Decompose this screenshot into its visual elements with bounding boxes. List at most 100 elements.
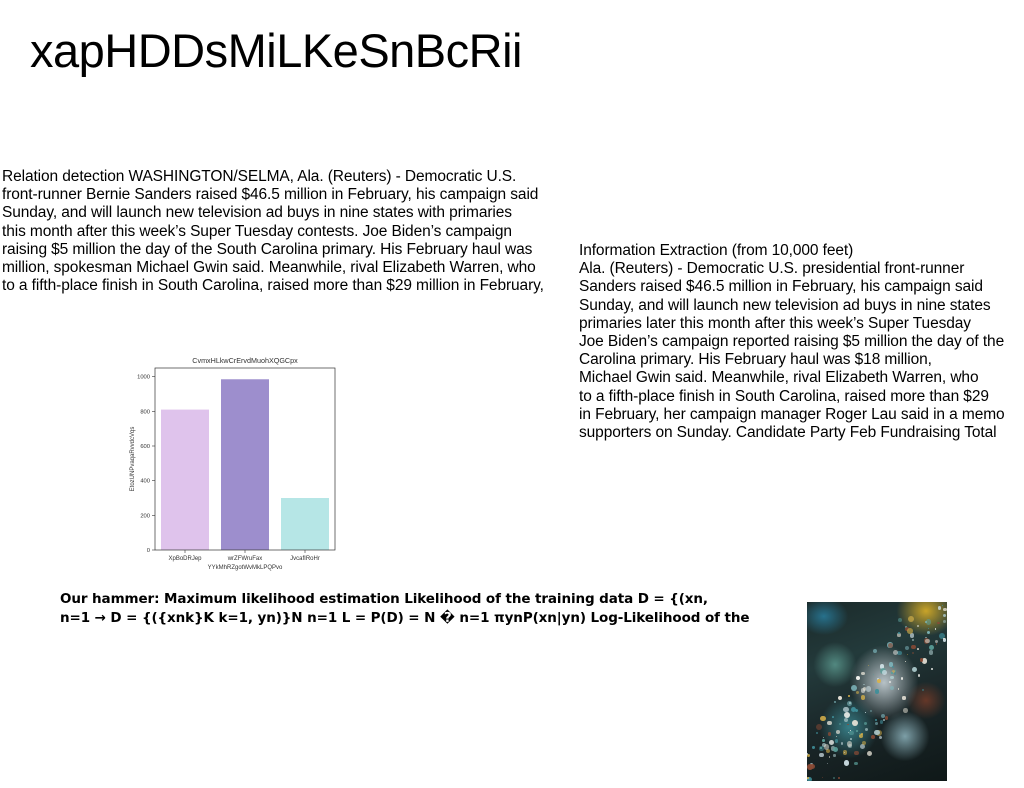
fractal-speck [827, 720, 832, 726]
fractal-speck [864, 722, 868, 726]
fractal-speck [821, 742, 826, 747]
right-text-line: Sunday, and will launch new television a… [579, 296, 991, 314]
bar-chart: CvmxHLkwCrErvdMuohXQGCpx XpBoDRJep wrZFWru… [125, 353, 345, 575]
fractal-speck [868, 664, 870, 666]
fractal-speck [832, 746, 838, 752]
fractal-speck [810, 764, 816, 770]
fractal-speck [861, 740, 866, 745]
fractal-speck [943, 637, 945, 640]
fractal-speck [840, 742, 844, 745]
fractal-speck [925, 636, 928, 639]
left-text-block: Relation detection WASHINGTON/SELMA, Ala… [2, 168, 544, 295]
fractal-speck [856, 676, 860, 680]
fractal-speck [937, 621, 941, 625]
fractal-speck [891, 672, 893, 674]
bold-text-line: Our hammer: Maximum likelihood estimatio… [60, 591, 708, 607]
fractal-speck [815, 732, 819, 735]
fractal-speck [822, 738, 826, 742]
fractal-speck [842, 750, 848, 755]
fractal-speck [843, 712, 850, 719]
fractal-speck [861, 672, 865, 676]
fractal-speck [905, 626, 910, 632]
fractal-speck [905, 646, 910, 651]
left-text-line: raising $5 million the day of the South … [2, 240, 533, 258]
fractal-speck [911, 652, 914, 655]
fractal-speck [834, 701, 836, 703]
page-title: xapHDDsMiLKeSnBcRii [30, 24, 523, 77]
fractal-speck [846, 723, 849, 726]
right-text-line: Ala. (Reuters) - Democratic U.S. preside… [579, 260, 965, 278]
fractal-speck [820, 747, 822, 749]
fractal-speck [897, 618, 902, 623]
fractal-speck [888, 642, 894, 648]
fractal-speck [860, 694, 866, 700]
fractal-speck [820, 715, 826, 722]
fractal-speck [865, 712, 867, 714]
fractal-speck [843, 751, 846, 754]
left-text-line: Sunday, and will launch new television a… [2, 204, 512, 222]
fractal-speck [943, 620, 946, 623]
y-axis-label: EtozUNPvaqaRvvdcVqs [130, 427, 136, 492]
fractal-speck [833, 754, 836, 757]
fractal-speck [864, 727, 868, 732]
fractal-speck [807, 777, 809, 779]
fractal-speck [829, 740, 835, 746]
fractal-speck [890, 675, 894, 679]
left-text-line: front-runner Bernie Sanders raised $46.5… [2, 186, 539, 204]
fractal-speck [884, 716, 889, 720]
fractal-speck [859, 734, 864, 739]
fractal-speck [849, 730, 854, 735]
fractal-speck [892, 649, 898, 655]
right-text-line: Sanders raised $46.5 million in February… [579, 278, 983, 296]
x-tick-label: XpBoDRJep [168, 556, 202, 562]
fractal-speck [837, 777, 840, 779]
fractal-speck [815, 724, 822, 731]
fractal-speck [883, 719, 885, 721]
fractal-speck [917, 674, 920, 677]
fractal-speck [860, 744, 866, 750]
fractal-speck [897, 633, 901, 637]
x-axis-label: YYkMhRZgotWvMkLPQPvo [208, 565, 283, 571]
left-text-line: to a fifth-place finish in South Carolin… [2, 277, 544, 295]
fractal-speck [847, 732, 849, 734]
fractal-speck [882, 670, 888, 676]
fractal-speck [855, 691, 859, 695]
fractal-speck [929, 645, 935, 651]
fractal-speck [904, 660, 906, 662]
left-text-line: this month after this week’s Super Tuesd… [2, 222, 512, 240]
fractal-speck [838, 722, 842, 726]
bold-text-block: Our hammer: Maximum likelihood estimatio… [60, 590, 750, 627]
fractal-speck [879, 720, 884, 725]
fractal-speck [937, 606, 942, 610]
y-tick-label: 200 [140, 513, 150, 519]
chart-title: CvmxHLkwCrErvdMuohXQGCpx [192, 356, 298, 365]
fractal-image [807, 602, 947, 781]
fractal-speck [834, 739, 839, 743]
y-tick-label: 600 [140, 444, 150, 450]
fractal-speck [926, 631, 931, 635]
fractal-speck [828, 732, 832, 736]
y-tick-label: 400 [140, 479, 150, 485]
fractal-speck [851, 707, 857, 713]
fractal-speck [854, 708, 858, 712]
fractal-speck [916, 648, 919, 651]
fractal-speck [821, 777, 824, 779]
fractal-speck [832, 716, 835, 718]
fractal-speck [812, 746, 815, 749]
fractal-speck [863, 684, 865, 686]
right-text-line: Michael Gwin said. Meanwhile, rival Eliz… [579, 369, 979, 387]
fractal-speck [856, 730, 858, 732]
fractal-speck [912, 639, 914, 641]
fractal-speck [874, 688, 880, 694]
right-text-line: to a fifth-place finish in South Carolin… [579, 387, 989, 405]
fractal-speck [818, 752, 824, 758]
fractal-speck [924, 638, 930, 644]
fractal-speck [835, 735, 838, 738]
fractal-speck [927, 627, 930, 630]
fractal-speck [897, 650, 902, 656]
fractal-speck [880, 713, 885, 718]
fractal-speck [879, 664, 885, 669]
fractal-speck [807, 753, 809, 755]
fractal-speck [888, 662, 894, 668]
fractal-speck [894, 672, 897, 675]
